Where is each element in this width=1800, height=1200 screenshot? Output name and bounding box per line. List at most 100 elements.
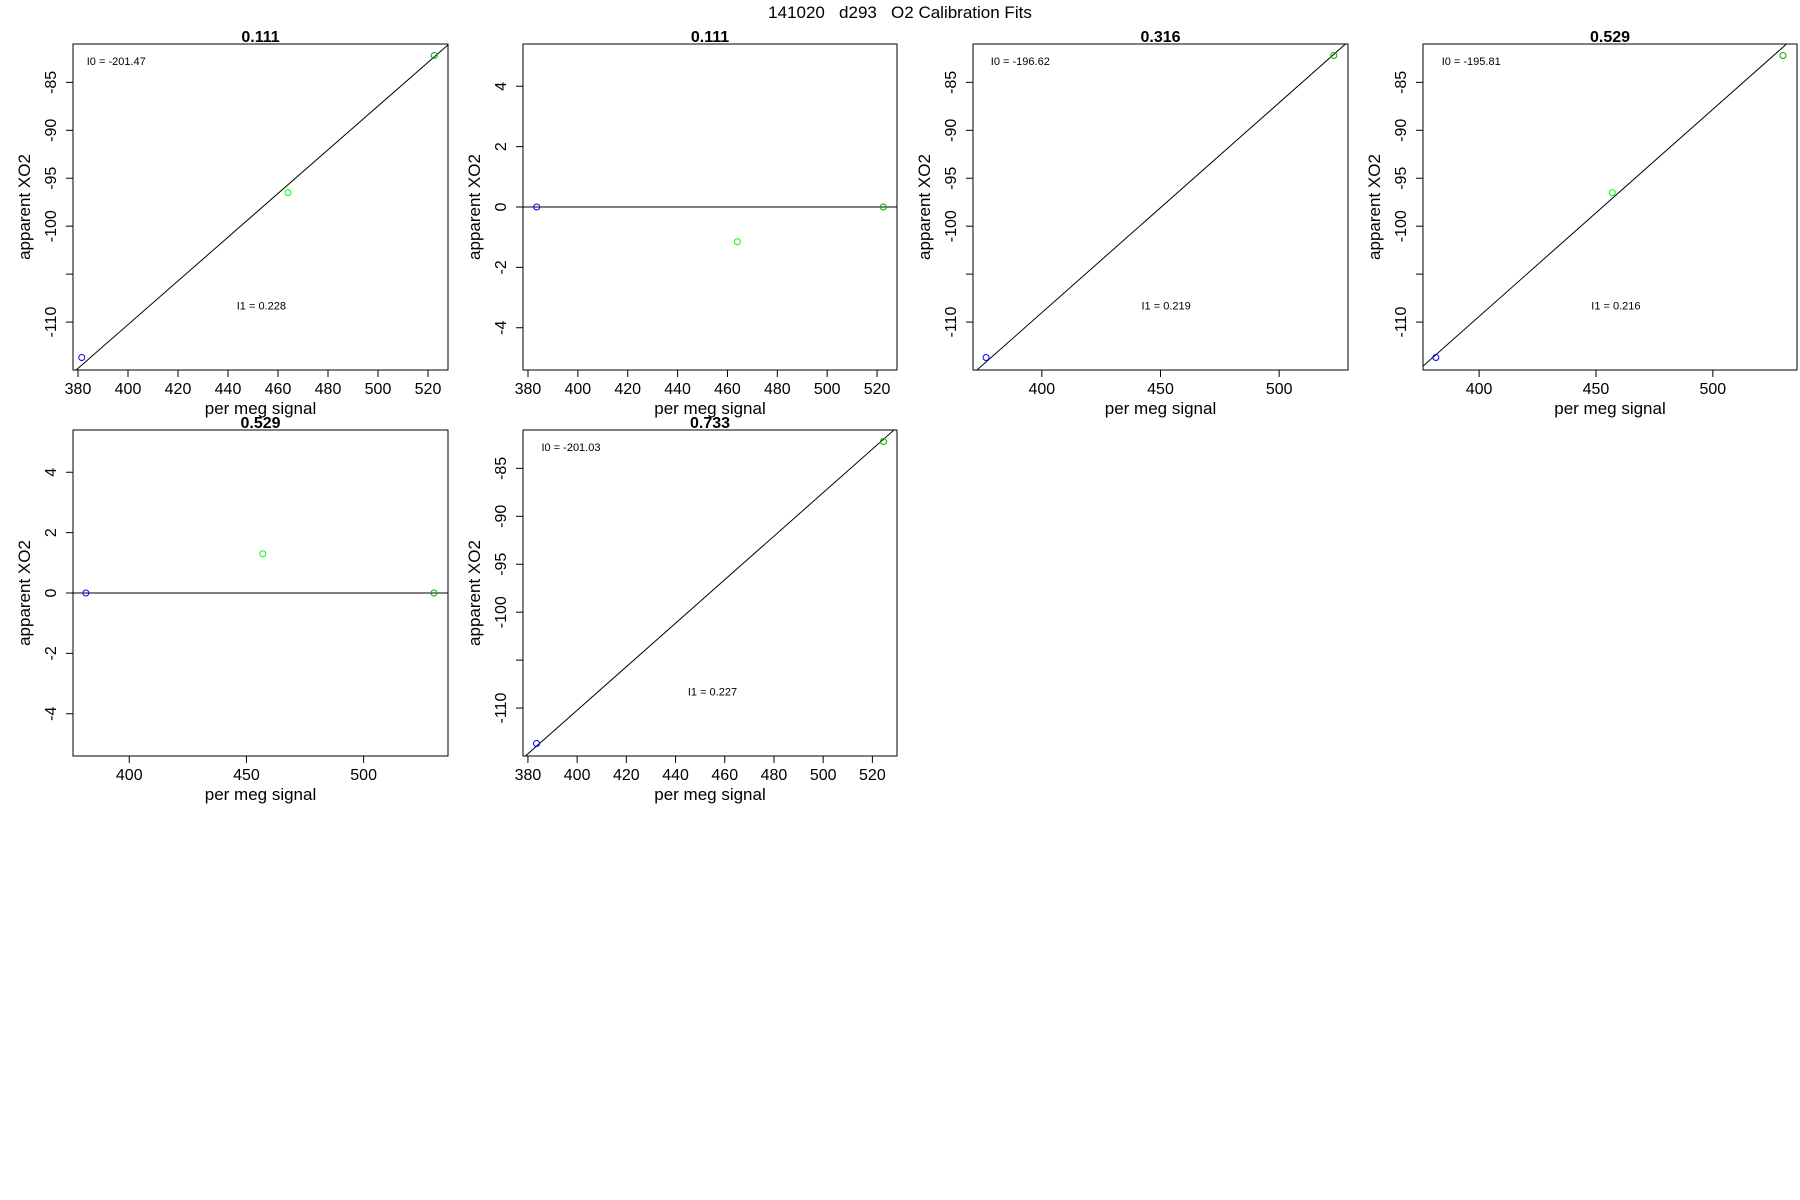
y-tick-label: -4 <box>493 321 510 335</box>
y-tick-label: -95 <box>943 167 960 190</box>
data-point-2 <box>879 438 887 446</box>
x-axis: 400 450 500 per meg signal <box>1466 369 1726 418</box>
panel-title: 0.111 <box>691 29 729 46</box>
x-tick-label: 450 <box>1583 381 1610 398</box>
data-point-1 <box>1432 354 1440 362</box>
x-tick-label: 480 <box>764 381 791 398</box>
y-tick-label: -100 <box>43 210 60 242</box>
x-tick-label: 520 <box>864 381 891 398</box>
x-tick-label: 480 <box>315 381 342 398</box>
x-axis: 400 450 500 per meg signal <box>116 755 377 804</box>
data-point-3 <box>879 203 887 211</box>
x-tick-label: 400 <box>115 381 142 398</box>
x-tick-label: 400 <box>1466 381 1493 398</box>
x-tick-label: 450 <box>233 767 260 784</box>
fit-annotation: I1 = 0.227 <box>688 687 737 699</box>
y-axis: -4 -2 0 2 4 apparent XO2 <box>465 82 524 335</box>
y-tick-label: -85 <box>943 71 960 94</box>
fit-annotation: I1 = 0.216 <box>1591 301 1640 313</box>
x-tick-label: 400 <box>1028 381 1055 398</box>
y-tick-label: -85 <box>493 457 510 480</box>
x-tick-label: 480 <box>761 767 788 784</box>
x-axis-label: per meg signal <box>654 399 766 418</box>
panel-4: 400 450 500 per meg signal -110 -100 -95 -90 -85… <box>1365 29 1798 418</box>
y-axis-label: apparent XO2 <box>15 154 34 260</box>
panel-3: 400 450 500 per meg signal -110 -100 -95 -90 -85… <box>915 29 1349 418</box>
y-axis-label: apparent XO2 <box>465 540 484 646</box>
x-tick-label: 420 <box>614 381 641 398</box>
fit-line <box>976 44 1347 370</box>
x-tick-label: 440 <box>215 381 242 398</box>
x-tick-label: 420 <box>613 767 640 784</box>
y-tick-label: -110 <box>1393 307 1410 338</box>
fit-annotation: I0 = -195.81 <box>1442 56 1501 68</box>
x-tick-label: 440 <box>664 381 691 398</box>
x-tick-label: 380 <box>65 381 92 398</box>
panel-6: 380 400 420 440 460 480 500 520 per meg signal -1… <box>465 415 898 804</box>
x-tick-label: 400 <box>565 381 592 398</box>
y-tick-label: -2 <box>493 260 510 274</box>
x-tick-label: 500 <box>365 381 392 398</box>
plot-frame <box>72 43 449 371</box>
x-axis-label: per meg signal <box>654 785 766 804</box>
y-tick-label: -90 <box>943 119 960 142</box>
data-point-1 <box>982 354 990 362</box>
y-axis: -110 -100 -95 -90 -85 apparent XO2 <box>1365 71 1424 338</box>
data-point-1 <box>78 354 86 362</box>
y-tick-label: -90 <box>43 119 60 142</box>
data-point-2 <box>1608 189 1616 197</box>
x-axis: 400 450 500 per meg signal <box>1028 369 1293 418</box>
fit-annotation: I1 = 0.219 <box>1142 301 1191 313</box>
x-tick-label: 460 <box>711 767 738 784</box>
x-tick-label: 450 <box>1147 381 1174 398</box>
y-tick-label: -100 <box>1393 210 1410 242</box>
x-tick-label: 380 <box>515 381 542 398</box>
x-tick-label: 380 <box>515 767 542 784</box>
y-tick-label: 0 <box>43 588 60 597</box>
data-point-3 <box>1779 52 1787 60</box>
x-tick-label: 500 <box>814 381 841 398</box>
y-tick-label: 0 <box>493 202 510 211</box>
fit-line <box>75 44 448 370</box>
panel-title: 0.316 <box>1140 29 1180 46</box>
y-tick-label: -4 <box>43 707 60 721</box>
data-point-1 <box>533 203 541 211</box>
panel-title: 0.111 <box>241 29 279 46</box>
x-tick-label: 500 <box>350 767 377 784</box>
x-tick-label: 400 <box>564 767 591 784</box>
x-axis-label: per meg signal <box>205 399 317 418</box>
y-tick-label: -95 <box>1393 167 1410 190</box>
y-tick-label: -110 <box>943 307 960 338</box>
y-tick-label: 2 <box>493 142 510 151</box>
x-tick-label: 400 <box>116 767 143 784</box>
y-tick-label: 4 <box>43 468 60 477</box>
plot-frame <box>1422 43 1798 371</box>
data-point-1 <box>533 740 541 748</box>
x-tick-label: 440 <box>662 767 689 784</box>
y-axis-label: apparent XO2 <box>1365 154 1384 260</box>
y-tick-label: -95 <box>493 553 510 576</box>
data-point-3 <box>430 589 438 597</box>
panel-1: 380 400 420 440 460 480 500 520 per meg signal -1… <box>15 29 449 418</box>
data-point-2 <box>259 550 267 558</box>
data-point-2 <box>1330 52 1338 60</box>
x-axis: 380 400 420 440 460 480 500 520 per meg signal <box>515 755 886 804</box>
fit-annotation: I0 = -201.03 <box>541 442 600 454</box>
y-tick-label: -100 <box>493 596 510 628</box>
fit-line <box>1423 44 1788 367</box>
x-axis-label: per meg signal <box>1105 399 1217 418</box>
x-tick-label: 520 <box>859 767 886 784</box>
y-tick-label: -90 <box>1393 119 1410 142</box>
x-tick-label: 460 <box>265 381 292 398</box>
fit-annotation: I0 = -201.47 <box>87 56 146 68</box>
y-tick-label: -110 <box>43 307 60 338</box>
data-point-3 <box>430 52 438 60</box>
x-tick-label: 500 <box>810 767 837 784</box>
x-tick-label: 500 <box>1266 381 1293 398</box>
y-tick-label: -110 <box>493 693 510 724</box>
x-axis: 380 400 420 440 460 480 500 520 per meg signal <box>65 369 442 418</box>
x-tick-label: 520 <box>415 381 442 398</box>
